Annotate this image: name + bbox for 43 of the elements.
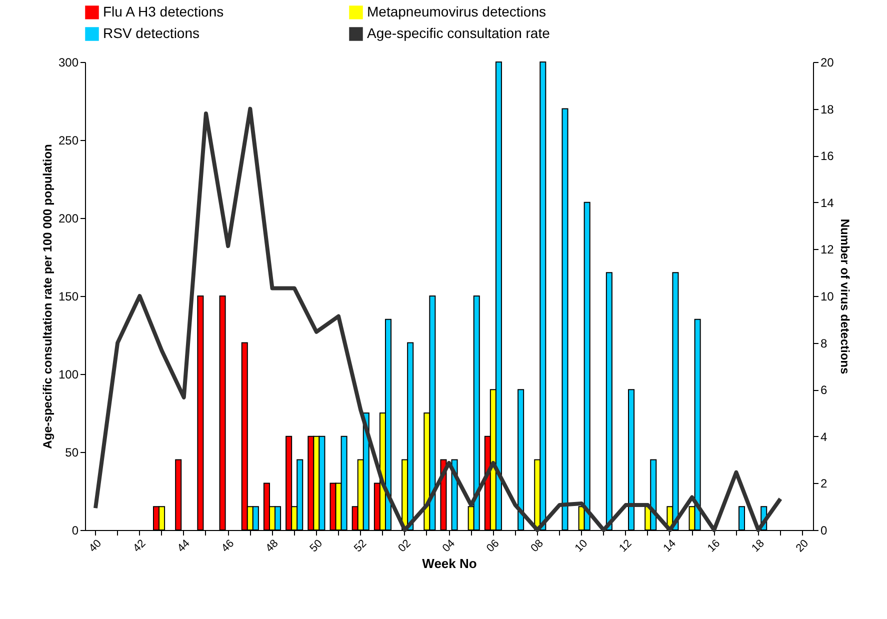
x-tick-label: 42 xyxy=(131,538,148,555)
x-tick-label: 44 xyxy=(175,538,192,555)
y2-tick-label: 14 xyxy=(820,196,834,210)
x-tick-label: 06 xyxy=(484,538,502,555)
legend-label: RSV detections xyxy=(103,25,200,41)
y2-tick-label: 2 xyxy=(820,476,828,491)
y2-tick-label: 6 xyxy=(820,383,828,398)
y2-tick-label: 10 xyxy=(820,290,834,304)
x-tick-label: 04 xyxy=(440,538,458,555)
x-tick-label: 50 xyxy=(308,538,325,555)
y2-axis-title: Number of virus detections xyxy=(838,218,852,374)
x-tick-label: 14 xyxy=(661,538,678,555)
y2-tick-label: 12 xyxy=(820,242,834,257)
y2-tick-label: 8 xyxy=(820,336,828,350)
y-tick-label: 50 xyxy=(65,446,79,460)
x-tick-label: 46 xyxy=(219,538,237,555)
y-tick-label: 0 xyxy=(72,524,79,538)
x-tick-label: 18 xyxy=(750,538,767,555)
y-axis-title: Age-specific consultation rate per 100 000 population xyxy=(40,144,54,449)
legend-label: Flu A H3 detections xyxy=(103,3,224,20)
y2-tick-label: 20 xyxy=(820,56,834,70)
y-tick-label: 100 xyxy=(58,368,79,382)
x-tick-label: 20 xyxy=(794,538,811,555)
x-axis-title: Week No xyxy=(422,556,477,571)
x-tick-label: 52 xyxy=(352,538,370,555)
y-tick-label: 150 xyxy=(58,290,79,304)
y2-tick-label: 4 xyxy=(820,430,828,444)
x-tick-label: 12 xyxy=(617,538,634,555)
y-tick-label: 250 xyxy=(58,134,79,148)
legend-label: Age-specific consultation rate xyxy=(367,25,550,41)
x-tick-label: 02 xyxy=(396,538,414,555)
y2-tick-label: 16 xyxy=(820,149,834,164)
x-tick-label: 16 xyxy=(705,538,723,555)
y-tick-label: 300 xyxy=(58,56,79,70)
x-tick-label: 40 xyxy=(86,538,104,555)
x-tick-label: 10 xyxy=(572,538,590,555)
y-tick-label: 200 xyxy=(58,212,79,226)
y2-tick-label: 0 xyxy=(820,524,828,538)
x-tick-label: 48 xyxy=(264,538,281,555)
line-series xyxy=(93,106,782,532)
y2-tick-label: 18 xyxy=(820,102,834,116)
x-tick-label: 08 xyxy=(528,538,546,555)
legend-label: Metapneumovirus detections xyxy=(367,3,546,20)
